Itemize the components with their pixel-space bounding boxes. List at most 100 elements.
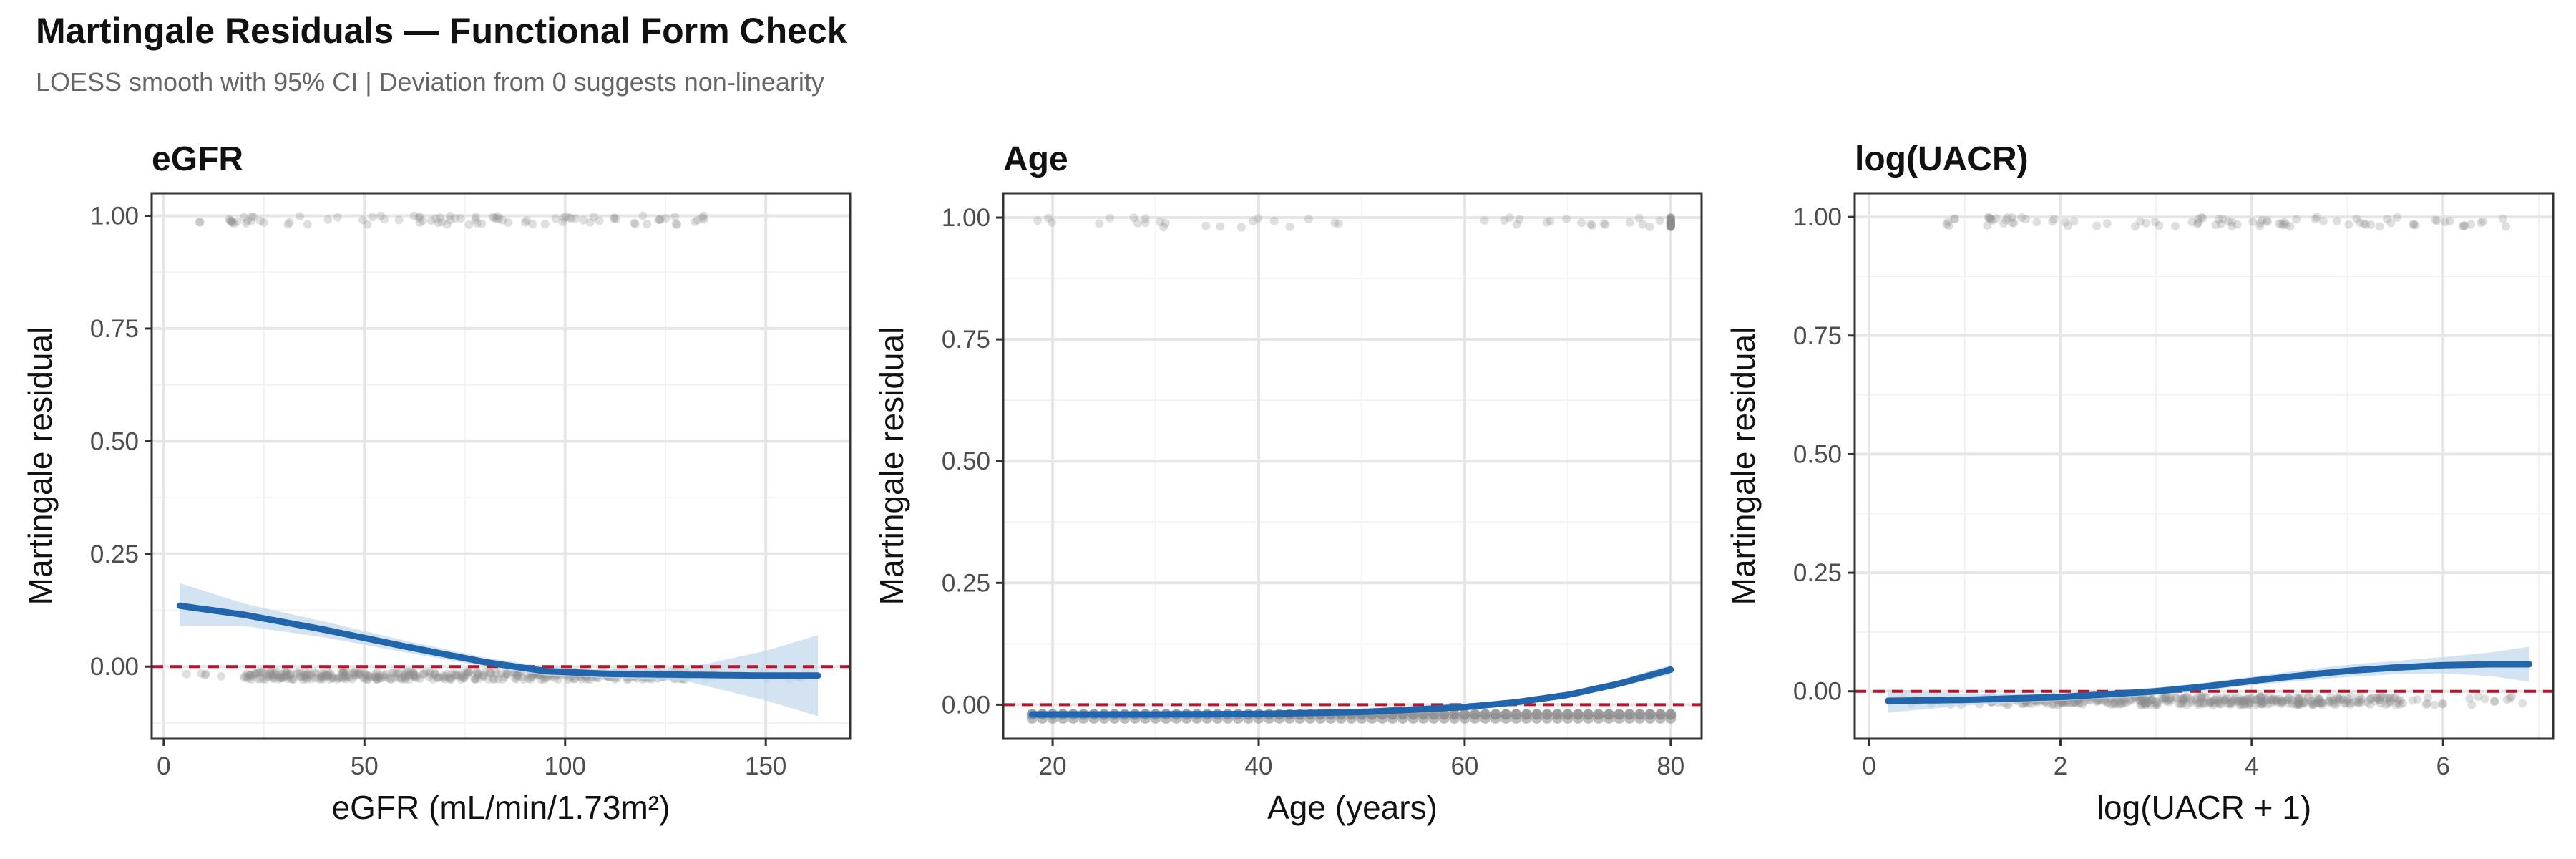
data-point <box>1512 220 1521 229</box>
data-point <box>2226 694 2235 703</box>
data-point <box>2385 697 2394 706</box>
data-point <box>2386 218 2396 228</box>
y-tick-label: 0.75 <box>90 315 139 343</box>
data-point <box>2458 221 2467 230</box>
data-point <box>257 667 266 676</box>
data-point <box>2272 695 2281 704</box>
data-point <box>316 673 326 682</box>
data-point <box>2283 696 2293 705</box>
data-point <box>1216 222 1225 231</box>
data-point <box>2460 221 2469 230</box>
data-point <box>498 215 507 225</box>
data-point <box>360 674 369 684</box>
data-point <box>1603 712 1614 724</box>
data-point <box>401 674 410 683</box>
data-point <box>2366 220 2376 230</box>
data-point <box>2413 694 2422 704</box>
data-point <box>2395 699 2404 709</box>
data-point <box>247 674 256 684</box>
x-axis-title: log(UACR + 1) <box>2097 789 2311 826</box>
data-point <box>243 674 253 683</box>
data-point <box>359 668 369 677</box>
data-point <box>409 668 418 677</box>
data-point <box>2325 698 2334 707</box>
data-point <box>2357 694 2366 704</box>
data-point <box>504 218 513 227</box>
data-point <box>361 670 370 679</box>
data-point <box>2280 218 2289 227</box>
data-point <box>2195 697 2205 707</box>
data-point <box>247 671 256 681</box>
data-point <box>2366 694 2375 704</box>
data-point <box>486 669 495 678</box>
data-point <box>2170 692 2180 702</box>
data-point <box>243 216 252 225</box>
data-point <box>1562 712 1574 724</box>
data-point <box>2237 700 2246 709</box>
data-point <box>2245 697 2254 707</box>
data-point <box>536 675 545 684</box>
data-point <box>245 670 255 679</box>
data-point <box>2106 699 2115 709</box>
data-point <box>2318 217 2328 226</box>
data-point <box>445 211 454 220</box>
data-point <box>300 671 309 681</box>
data-point <box>2167 696 2176 705</box>
data-point <box>328 671 337 681</box>
data-point <box>561 212 570 221</box>
data-point <box>2227 698 2236 707</box>
data-point <box>2148 694 2157 704</box>
data-point <box>309 667 318 676</box>
data-point <box>1033 216 1043 225</box>
data-point <box>2386 697 2395 707</box>
data-point <box>1500 712 1511 724</box>
data-point <box>243 669 252 679</box>
data-point <box>2287 695 2296 704</box>
data-point <box>2293 699 2303 709</box>
data-point <box>446 215 455 225</box>
panel-title: log(UACR) <box>1855 140 2029 178</box>
data-point <box>2272 694 2281 704</box>
data-point <box>2345 698 2354 707</box>
data-point <box>282 668 291 677</box>
data-point <box>322 671 331 680</box>
data-point <box>438 674 447 683</box>
y-tick-label: 0.00 <box>942 691 990 719</box>
data-point <box>228 218 237 227</box>
data-point <box>2207 697 2217 706</box>
x-tick-label: 20 <box>1039 752 1067 780</box>
data-point <box>348 667 358 676</box>
panel-border <box>1002 192 1703 740</box>
data-point <box>2102 219 2112 228</box>
data-point <box>481 667 490 676</box>
data-point <box>289 674 298 684</box>
data-point <box>2125 697 2135 706</box>
data-point <box>409 671 419 681</box>
panel-border <box>150 192 852 740</box>
data-point <box>376 671 385 681</box>
data-point <box>2210 699 2220 708</box>
data-point <box>551 214 560 223</box>
data-point <box>1986 214 1995 223</box>
data-point <box>452 671 462 681</box>
data-point <box>2316 699 2325 708</box>
data-point <box>2352 697 2361 707</box>
data-point <box>2152 699 2162 709</box>
data-point <box>488 213 497 222</box>
data-point <box>2199 699 2208 708</box>
data-point <box>462 667 472 676</box>
data-point <box>2146 696 2155 705</box>
data-point <box>2291 699 2301 709</box>
data-point <box>2372 693 2381 702</box>
data-point <box>2317 697 2326 707</box>
data-point <box>425 667 434 676</box>
data-point <box>2177 699 2187 709</box>
data-point <box>2441 218 2450 227</box>
data-point <box>318 672 327 681</box>
data-point <box>2277 697 2286 707</box>
data-point <box>2210 695 2220 704</box>
data-point <box>439 671 448 681</box>
data-point <box>2215 699 2224 709</box>
x-tick-label: 4 <box>2245 752 2258 780</box>
data-point <box>2284 699 2293 708</box>
